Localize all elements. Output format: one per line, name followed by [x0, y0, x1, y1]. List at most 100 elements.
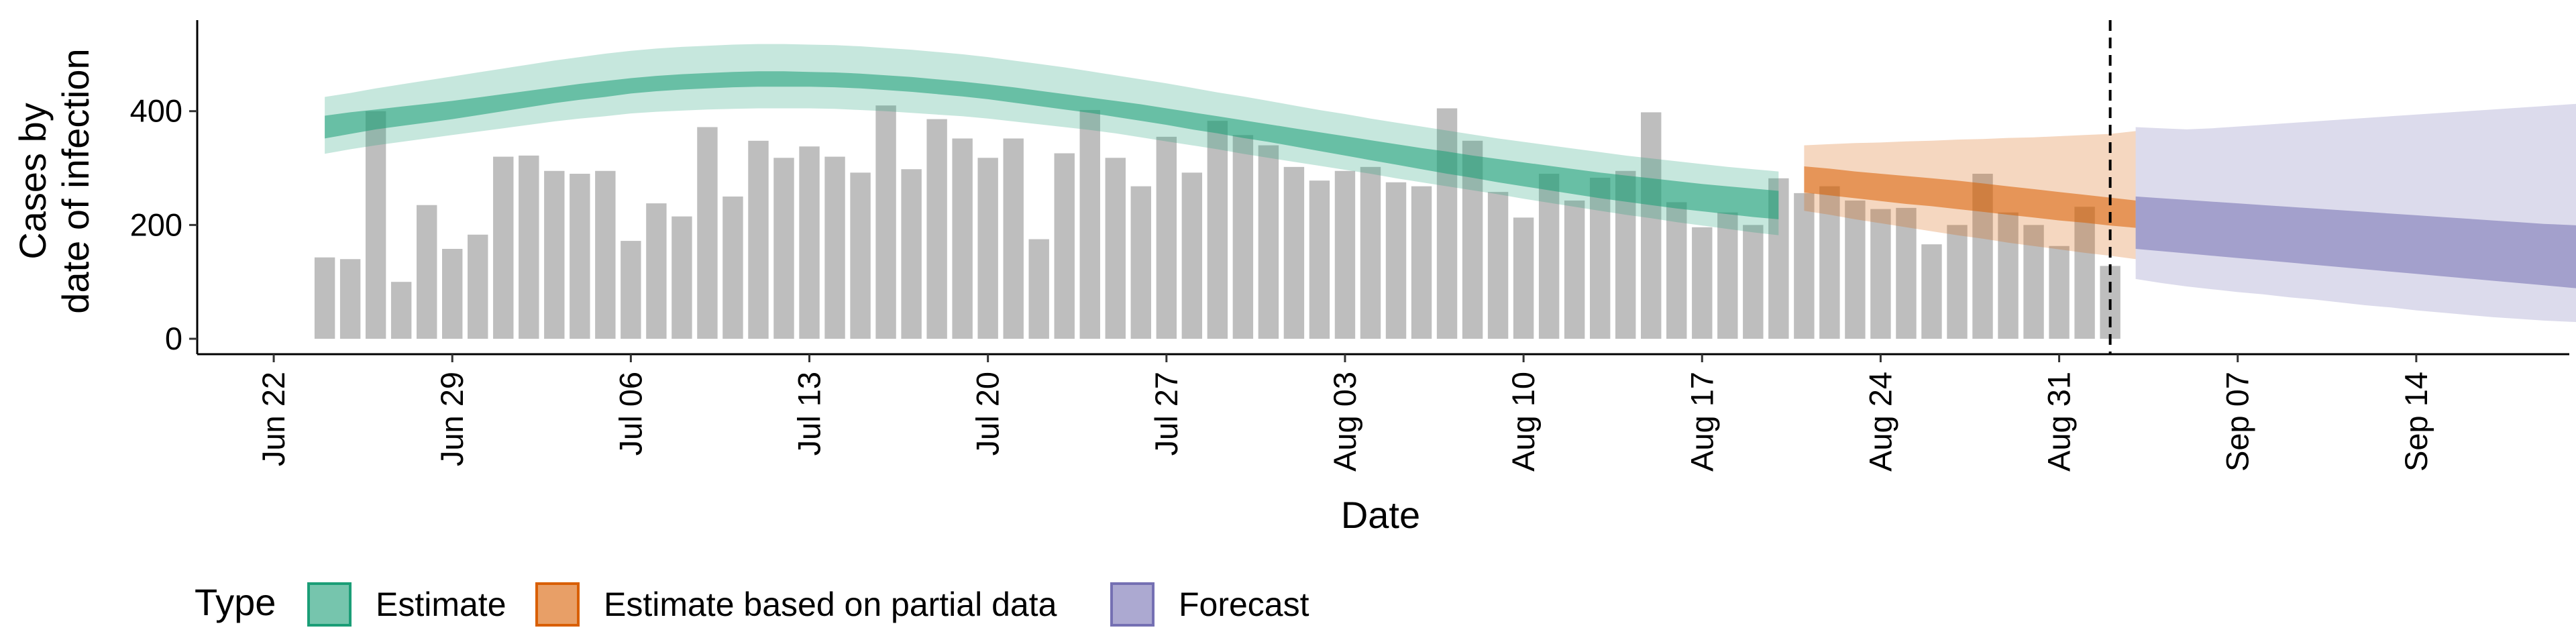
y-axis-title: Cases by date of infection	[11, 48, 97, 313]
bar	[1896, 207, 1917, 339]
bar	[1513, 217, 1534, 339]
bar	[1054, 153, 1075, 339]
legend-items: Estimate Estimate based on partial data Fo…	[307, 582, 1309, 627]
x-tick-label: Jul 06	[612, 372, 648, 455]
bar	[697, 127, 718, 339]
x-tick-label: Jun 29	[434, 372, 470, 466]
bar	[365, 111, 386, 339]
y-tick-label: 400	[130, 93, 182, 129]
x-tick-label: Jul 27	[1148, 372, 1184, 455]
x-tick-label: Aug 31	[2041, 372, 2077, 472]
x-tick-label: Sep 07	[2220, 372, 2255, 472]
x-tick-label: Sep 14	[2398, 372, 2434, 472]
bar	[544, 170, 565, 339]
bar	[1870, 209, 1891, 339]
bar	[1181, 172, 1203, 339]
bar	[1207, 121, 1228, 339]
bar	[2074, 207, 2095, 339]
legend-label: Estimate	[376, 586, 506, 623]
bar	[442, 248, 463, 339]
legend-key	[535, 582, 580, 627]
x-tick-label: Aug 17	[1684, 372, 1719, 472]
plot-area	[314, 20, 2576, 354]
bar	[672, 216, 692, 339]
legend-title: Type	[195, 581, 276, 623]
bar	[1334, 170, 1356, 339]
x-tick-label: Aug 10	[1505, 372, 1541, 472]
bar	[416, 205, 437, 339]
bar	[1921, 244, 1942, 339]
bar	[926, 119, 947, 339]
series-2	[2135, 103, 2576, 323]
bar	[646, 203, 667, 339]
bar	[1079, 110, 1100, 339]
bar	[1360, 166, 1381, 339]
bar	[1309, 180, 1330, 339]
bar	[1717, 212, 1738, 339]
bar	[799, 146, 820, 339]
bar	[1156, 136, 1177, 339]
ribbon-50	[325, 71, 1779, 219]
bar	[1232, 135, 1254, 339]
x-axis-title: Date	[1341, 494, 1420, 536]
bar	[1743, 225, 1764, 339]
x-tick-label: Aug 03	[1327, 372, 1362, 472]
bar	[748, 140, 769, 339]
x-tick-label: Jul 20	[970, 372, 1006, 455]
bar	[1947, 225, 1968, 339]
bar	[314, 257, 335, 339]
ribbon-50	[2135, 196, 2576, 288]
bar	[722, 196, 743, 339]
ribbon-50	[1804, 166, 2136, 228]
bar	[1385, 182, 1407, 339]
y-axis-title-line-1: Cases by	[11, 103, 54, 259]
bar	[339, 259, 361, 339]
bar	[2049, 246, 2070, 339]
bar-series	[314, 105, 2121, 339]
bar	[1411, 186, 1432, 339]
bar	[1130, 186, 1152, 339]
x-tick-label: Jun 22	[256, 372, 291, 466]
bar	[1666, 202, 1687, 339]
bar	[1998, 212, 2019, 339]
bar	[1819, 186, 1840, 339]
bar	[850, 172, 871, 339]
bar	[1258, 145, 1279, 339]
bar	[595, 170, 616, 339]
bar	[901, 169, 922, 339]
legend: Type Estimate Estimate based on partial d…	[195, 581, 1309, 627]
bar	[824, 156, 845, 339]
bar	[1538, 174, 1560, 339]
bar	[1003, 138, 1024, 339]
bar	[1692, 227, 1713, 339]
bar	[1794, 193, 1815, 339]
bar	[570, 174, 590, 339]
bar	[1589, 177, 1611, 339]
bar	[1105, 158, 1126, 339]
bar	[1564, 200, 1585, 339]
series-0	[325, 44, 1779, 235]
bar	[952, 138, 973, 339]
bar	[519, 155, 539, 339]
legend-label: Forecast	[1179, 586, 1309, 623]
bar	[773, 158, 794, 339]
bar	[1845, 200, 1866, 339]
y-tick-label: 0	[165, 321, 182, 356]
y-tick-label: 200	[130, 207, 182, 242]
bar	[2023, 225, 2044, 339]
series-1	[1804, 131, 2136, 260]
bar	[1283, 166, 1305, 339]
bar	[977, 158, 998, 339]
legend-label: Estimate based on partial data	[604, 586, 1057, 623]
x-tick-label: Aug 24	[1862, 372, 1898, 472]
axes: 0 200 400 Jun 22 Jun 29 Jul 06 Jul 13 Jul 20 Jul…	[130, 20, 2569, 472]
x-tick-label: Jul 13	[792, 372, 827, 455]
bar	[1641, 112, 1662, 339]
bar	[1436, 108, 1458, 339]
bar	[390, 282, 412, 339]
bar	[468, 234, 488, 339]
bar	[621, 241, 641, 339]
legend-key	[1110, 582, 1155, 627]
bar	[875, 105, 896, 339]
